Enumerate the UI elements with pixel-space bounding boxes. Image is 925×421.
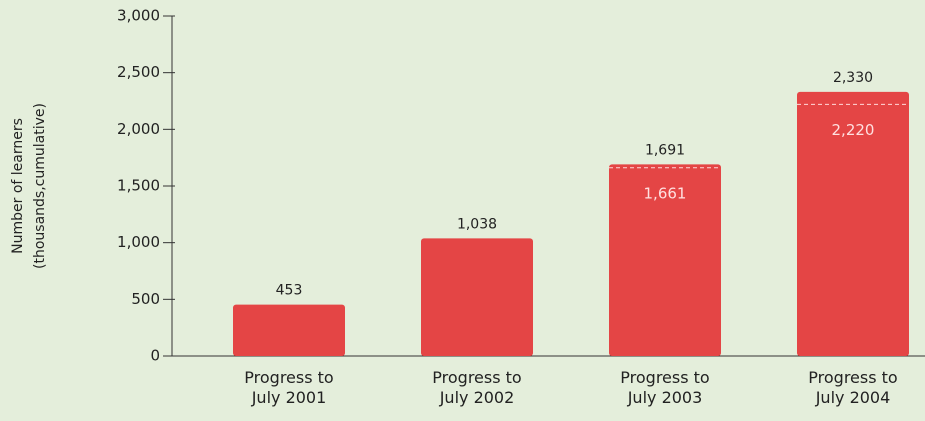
- y-tick-label: 2,500: [117, 63, 160, 81]
- value-label: 2,330: [833, 70, 873, 86]
- bar: [609, 164, 721, 356]
- value-label: 1,691: [645, 142, 685, 158]
- bar: [421, 238, 533, 356]
- marker-label: 1,661: [644, 184, 687, 202]
- x-tick-label: Progress to July 2004: [808, 368, 898, 407]
- y-tick-label: 2,000: [117, 120, 160, 138]
- y-axis-label: Number of learners: [10, 118, 26, 254]
- y-axis-label: (thousands,cumulative): [32, 103, 48, 269]
- x-tick-label: Progress to July 2001: [244, 368, 334, 407]
- y-tick-label: 3,000: [117, 7, 160, 25]
- marker-label: 2,220: [832, 121, 875, 139]
- value-label: 453: [276, 283, 303, 299]
- y-tick-label: 1,500: [117, 177, 160, 195]
- bar: [233, 304, 345, 356]
- value-label: 1,038: [457, 216, 497, 232]
- x-tick-label: Progress to July 2003: [620, 368, 710, 407]
- y-tick-label: 0: [150, 347, 160, 365]
- y-tick-label: 1,000: [117, 233, 160, 251]
- bar: [797, 91, 909, 356]
- x-tick-label: Progress to July 2002: [432, 368, 522, 407]
- y-tick-label: 500: [131, 290, 160, 308]
